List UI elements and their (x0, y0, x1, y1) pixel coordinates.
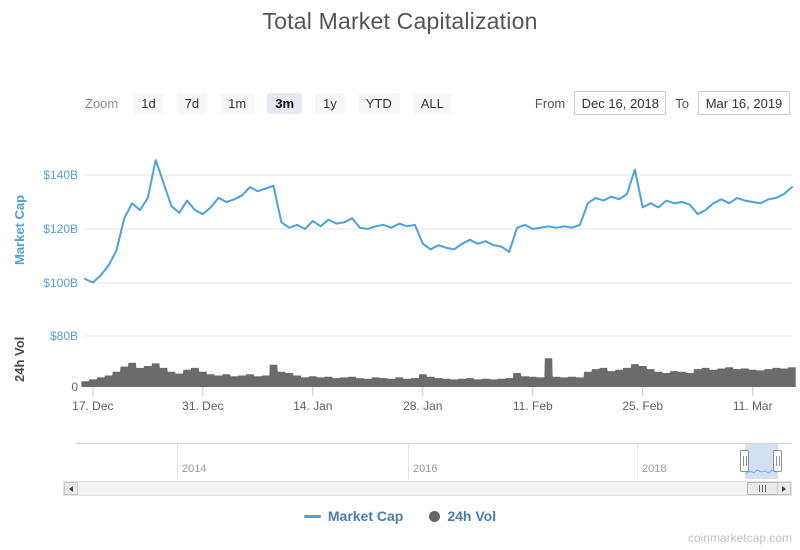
right-arrow-icon (782, 485, 786, 492)
y-axis-label: $80B (49, 329, 78, 343)
x-axis-label: 11. Mar (732, 399, 773, 413)
navigator[interactable]: 2014 2016 2018 (75, 443, 792, 479)
zoom-label: Zoom (85, 95, 119, 111)
x-axis-label: 25. Feb (622, 399, 664, 413)
from-date-input[interactable] (574, 91, 667, 115)
x-axis-label: 17. Dec (72, 399, 114, 413)
legend-label: Market Cap (327, 508, 404, 524)
from-label: From (534, 95, 566, 111)
legend-circle-icon (429, 510, 441, 522)
left-arrow-icon (69, 485, 73, 492)
y-axis-label: $140B (43, 168, 78, 182)
scrollbar-left-arrow[interactable] (64, 482, 78, 495)
scrollbar[interactable] (63, 481, 792, 496)
scrollbar-right-arrow[interactable] (777, 482, 791, 495)
zoom-button-1y[interactable]: 1y (315, 92, 345, 114)
y-axis-label: $100B (43, 276, 78, 290)
x-axis-label: 28. Jan (403, 399, 443, 413)
navigator-gridline (637, 444, 638, 479)
y-axis-label: 0 (71, 380, 78, 394)
zoom-button-1d[interactable]: 1d (133, 92, 164, 114)
y-axis-label: $120B (43, 222, 78, 236)
zoom-buttons: 1d 7d 1m 3m 1y YTD ALL (133, 92, 452, 114)
zoom-button-group: Zoom 1d 7d 1m 3m 1y YTD ALL (85, 92, 452, 114)
legend-line-icon (303, 514, 321, 518)
navigator-right-handle[interactable] (773, 450, 782, 472)
zoom-button-7d[interactable]: 7d (176, 92, 208, 114)
toolbar: Zoom 1d 7d 1m 3m 1y YTD ALL From To (85, 90, 790, 116)
legend-item-24h-vol[interactable]: 24h Vol (429, 508, 496, 524)
navigator-year-label: 2016 (413, 463, 438, 475)
navigator-selected-range[interactable] (745, 444, 778, 479)
date-range-group: From To (535, 91, 790, 115)
zoom-button-ytd[interactable]: YTD (357, 92, 400, 114)
x-axis-label: 14. Jan (293, 399, 333, 413)
legend-item-market-cap[interactable]: Market Cap (303, 508, 404, 524)
x-axis-label: 11. Feb (512, 399, 553, 413)
scrollbar-thumb[interactable] (747, 482, 778, 495)
chart-title: Total Market Capitalization (262, 8, 538, 34)
to-date-input[interactable] (698, 91, 790, 115)
navigator-year-label: 2018 (642, 463, 667, 475)
navigator-gridline (408, 444, 409, 479)
navigator-gridline (177, 444, 178, 479)
x-axis-label: 31. Dec (182, 399, 224, 413)
volume-area (81, 358, 796, 387)
zoom-button-3m[interactable]: 3m (267, 92, 303, 114)
navigator-left-handle[interactable] (740, 450, 749, 472)
zoom-button-1m[interactable]: 1m (220, 92, 255, 114)
navigator-year-label: 2014 (182, 463, 207, 475)
zoom-button-all[interactable]: ALL (412, 92, 452, 114)
legend: Market Cap 24h Vol (0, 508, 800, 524)
attribution: coinmarketcap.com (687, 531, 792, 545)
market-cap-line (84, 159, 793, 284)
legend-label: 24h Vol (447, 508, 497, 524)
to-label: To (675, 95, 689, 111)
